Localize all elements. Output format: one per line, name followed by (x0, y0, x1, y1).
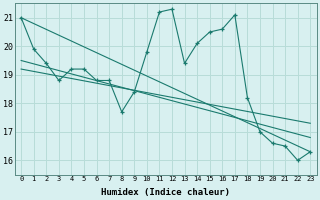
X-axis label: Humidex (Indice chaleur): Humidex (Indice chaleur) (101, 188, 230, 197)
